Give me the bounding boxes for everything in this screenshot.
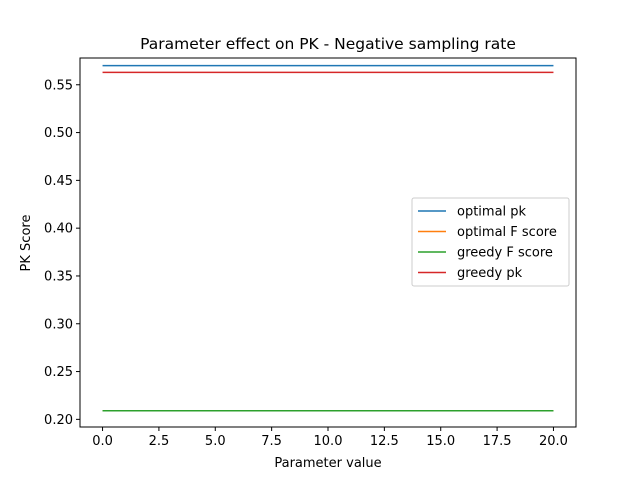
y-tick-label: 0.55 bbox=[44, 78, 73, 93]
x-axis-label: Parameter value bbox=[274, 456, 381, 471]
y-axis-label: PK Score bbox=[19, 215, 34, 272]
legend-label: greedy pk bbox=[457, 266, 523, 281]
legend-label: optimal pk bbox=[457, 205, 527, 220]
y-tick-label: 0.45 bbox=[44, 174, 73, 189]
y-tick-label: 0.50 bbox=[44, 126, 73, 141]
legend-label: optimal F score bbox=[457, 225, 557, 240]
chart-title: Parameter effect on PK - Negative sampli… bbox=[140, 35, 516, 53]
x-tick-label: 12.5 bbox=[370, 434, 399, 449]
x-axis: 0.0 2.5 5.0 7.5 10.0 12.5 15.0 17.5 20.0 bbox=[92, 427, 568, 449]
series-layer bbox=[102, 64, 554, 412]
legend: optimal pk optimal F score greedy F score g… bbox=[411, 197, 570, 287]
y-tick-label: 0.40 bbox=[44, 222, 73, 237]
y-tick-label: 0.35 bbox=[44, 269, 73, 284]
x-tick-label: 17.5 bbox=[483, 434, 512, 449]
y-tick-label: 0.30 bbox=[44, 317, 73, 332]
x-tick-label: 2.5 bbox=[149, 434, 170, 449]
y-tick-label: 0.20 bbox=[44, 413, 73, 428]
legend-label: greedy F score bbox=[457, 246, 553, 261]
legend-box bbox=[411, 197, 570, 287]
x-tick-label: 0.0 bbox=[92, 434, 113, 449]
x-tick-label: 5.0 bbox=[205, 434, 226, 449]
y-axis: 0.20 0.25 0.30 0.35 0.40 0.45 0.50 0.55 bbox=[44, 78, 80, 428]
x-tick-label: 7.5 bbox=[261, 434, 282, 449]
x-tick-label: 20.0 bbox=[539, 434, 568, 449]
x-tick-label: 15.0 bbox=[426, 434, 455, 449]
x-tick-label: 10.0 bbox=[314, 434, 343, 449]
y-tick-label: 0.25 bbox=[44, 365, 73, 380]
